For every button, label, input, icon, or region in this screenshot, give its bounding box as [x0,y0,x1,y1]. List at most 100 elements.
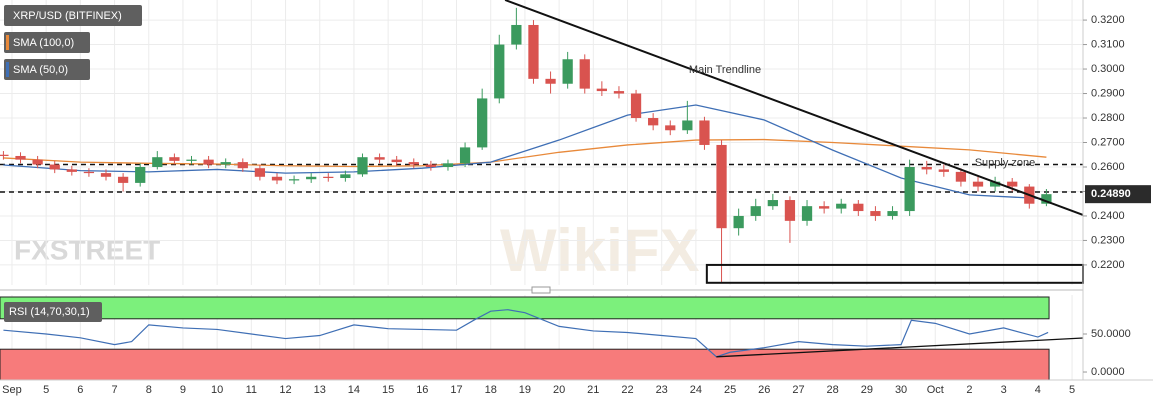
watermarks: FXSTREET WikiFX [14,217,699,284]
candle-body [135,166,146,183]
candle-body [870,211,881,216]
candle-body [972,181,984,187]
x-tick-label: 28 [827,384,839,396]
legend-swatch [6,62,9,77]
trendline [504,0,1084,216]
rsi-legend-label: RSI (14,70,30,1) [9,306,90,318]
candle-body [357,157,368,175]
candle-body [613,91,625,94]
y-tick-label: 0.3200 [1091,14,1125,26]
candle-body [237,162,248,169]
candle-body [853,203,864,212]
candle-body [904,166,915,212]
last-price-tag [1085,185,1151,204]
y-tick-label: 0.3000 [1091,63,1125,75]
candle-body [750,206,761,216]
candle-body [784,200,796,221]
candle-body [733,215,744,229]
legend-box [4,5,142,26]
candle-body [83,171,95,174]
watermark: WikiFX [500,217,699,284]
candle-body [391,159,402,163]
candle-body [836,203,847,209]
candle-body [425,164,437,167]
candle-body [511,24,522,45]
candle-body [0,154,9,156]
sma-line [3,104,1047,200]
y-tick-label: 0.2400 [1091,210,1125,222]
candle-body [682,120,693,131]
candle-body [648,118,659,126]
rsi-trendline [716,337,1084,358]
candle-body [271,176,283,181]
x-tick-label: 14 [348,384,360,396]
x-tick-label: 15 [382,384,394,396]
overbought-zone [0,296,1050,320]
watermark: FXSTREET [14,234,160,265]
x-tick-label: 5 [1069,384,1075,396]
price-pane: Main Trendline Supply zone [0,0,1084,285]
candle-body [203,159,214,165]
pane-handle[interactable] [531,286,551,294]
candle-body [100,173,112,177]
x-tick-label: 21 [587,384,599,396]
x-tick-label: 4 [1035,384,1041,396]
x-tick-label: 23 [656,384,668,396]
y-tick-label: 0.3100 [1091,38,1125,50]
last-price-label: 0.24890 [1091,188,1131,200]
candle-body [408,162,419,165]
candle-body [169,157,180,161]
legend-label: SMA (50,0) [13,64,68,76]
sma-line [3,138,1047,168]
candle-body [562,59,573,84]
y-tick-label: 0.2900 [1091,87,1125,99]
candle-body [1007,181,1018,187]
x-tick-label: 20 [553,384,565,396]
x-tick-label: 27 [792,384,804,396]
candle-body [767,200,778,207]
candle-body [340,174,351,179]
candle-body [459,147,471,164]
legend-box [4,59,90,80]
x-tick-label: 5 [43,384,49,396]
x-tick-label: 19 [519,384,531,396]
y-tick-label: 0.2300 [1091,234,1125,246]
x-tick-label: 2 [966,384,972,396]
y-tick-label: 0.0000 [1091,366,1125,378]
rsi-legend-box [4,302,102,322]
y-tick-label: 50.0000 [1091,328,1131,340]
legend-label: SMA (100,0) [13,37,74,49]
x-tick-label: Oct [927,384,944,396]
candle-body [1041,194,1052,204]
legend-label: XRP/USD (BITFINEX) [13,10,122,22]
candle-body [15,155,26,160]
candle-body [630,93,642,119]
x-tick-label: 30 [895,384,907,396]
x-tick-label: 13 [314,384,326,396]
candle-body [306,176,317,180]
candle-body [494,44,505,99]
candle-body [152,157,163,167]
trendline-label: Main Trendline [689,64,761,76]
x-tick-label: 11 [246,384,257,396]
x-tick-label: 10 [211,384,223,396]
candle-body [254,168,266,177]
candle-body [716,144,727,229]
candle-body [819,206,830,209]
candle-body [579,59,590,89]
legend-box [4,32,90,53]
x-tick-label: 16 [416,384,428,396]
candle-body [117,176,129,183]
x-tick-label: 8 [146,384,152,396]
x-tick-label: 22 [621,384,633,396]
x-tick-label: 6 [77,384,83,396]
x-tick-label: Sep [2,384,22,396]
candle-body [699,120,710,145]
y-tick-label: 0.2200 [1091,259,1125,271]
candle-body [220,162,231,165]
y-tick-label: 0.2600 [1091,161,1125,173]
candle-body [801,206,813,221]
y-tick-label: 0.2700 [1091,136,1125,148]
